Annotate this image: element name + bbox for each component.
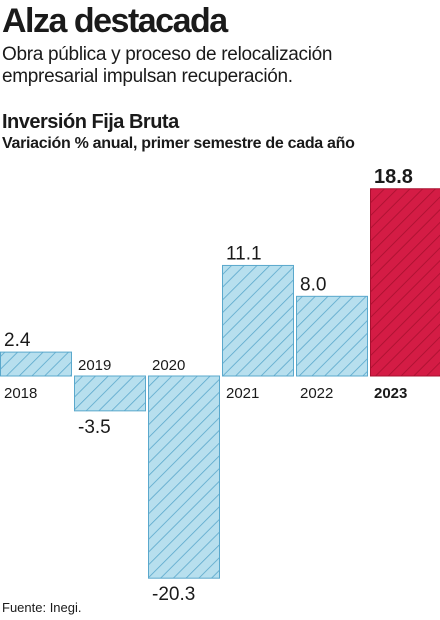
bar-2021 bbox=[222, 264, 294, 377]
source-note: Fuente: Inegi. bbox=[2, 600, 82, 615]
bar-2020 bbox=[148, 375, 220, 579]
category-label-2018: 2018 bbox=[4, 385, 37, 402]
category-label-2022: 2022 bbox=[300, 385, 333, 402]
value-label-2022: 8.0 bbox=[300, 274, 326, 295]
chart-subtitle: Variación % anual, primer semestre de ca… bbox=[2, 135, 355, 152]
value-label-2020: -20.3 bbox=[152, 584, 195, 605]
value-label-2021: 11.1 bbox=[226, 243, 262, 264]
bar-2019 bbox=[74, 375, 146, 412]
value-label-2023: 18.8 bbox=[374, 166, 413, 188]
value-label-2018: 2.4 bbox=[4, 330, 31, 351]
subheadline: Obra pública y proceso de relocalización… bbox=[2, 44, 333, 87]
category-label-2023: 2023 bbox=[374, 385, 407, 402]
chart-title: Inversión Fija Bruta bbox=[2, 111, 179, 133]
category-label-2019: 2019 bbox=[78, 357, 111, 374]
category-label-2020: 2020 bbox=[152, 357, 185, 374]
category-label-2021: 2021 bbox=[226, 385, 259, 402]
value-label-2019: -3.5 bbox=[78, 417, 111, 438]
headline: Alza destacada bbox=[2, 2, 228, 40]
bar-2022 bbox=[296, 295, 368, 377]
bar-2018 bbox=[0, 351, 72, 377]
bar-2023 bbox=[370, 188, 440, 377]
